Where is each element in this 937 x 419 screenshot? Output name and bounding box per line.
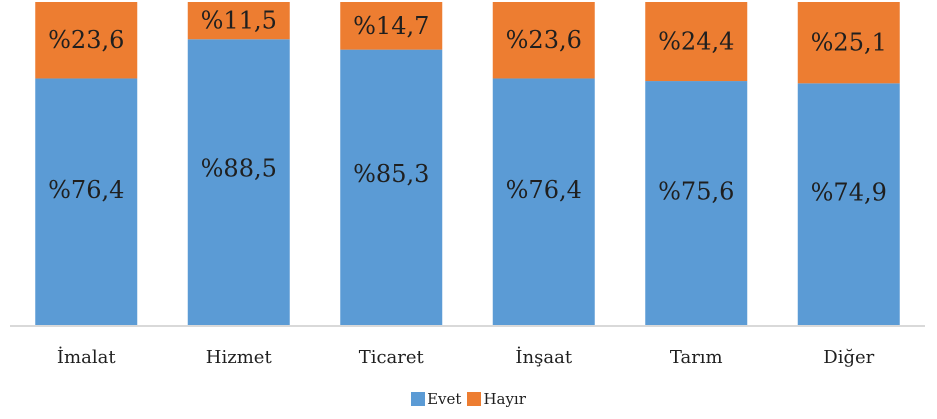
bar-evet-insaat [492, 78, 595, 327]
bar-evet-imalat [35, 78, 138, 327]
data-label-hayir-ticaret: %14,7 [353, 12, 429, 40]
legend-swatch-hayir [467, 392, 482, 406]
bar-evet-diger [797, 83, 900, 326]
data-label-evet-hizmet: %88,5 [201, 154, 277, 182]
bar-evet-ticaret [340, 49, 443, 327]
data-label-hayir-diger: %25,1 [811, 29, 887, 57]
data-label-evet-imalat: %76,4 [48, 176, 124, 204]
legend-label-evet: Evet [427, 390, 462, 408]
data-label-hayir-hizmet: %11,5 [201, 7, 277, 35]
bar-hayir-diger [797, 2, 900, 84]
category-label-hizmet: Hizmet [206, 347, 273, 368]
data-label-hayir-insaat: %23,6 [506, 26, 582, 54]
category-label-insaat: İnşaat [515, 345, 572, 368]
data-label-hayir-tarim: %24,4 [658, 28, 734, 56]
bars-group [35, 2, 900, 327]
category-label-ticaret: Ticaret [359, 347, 425, 368]
legend-label-hayir: Hayır [483, 390, 526, 408]
labels-group: %76,4 %23,6 İmalat %88,5 %11,5 Hizmet %85,3 %14… [48, 7, 887, 368]
category-label-tarim: Tarım [670, 347, 723, 368]
data-label-evet-tarim: %75,6 [658, 177, 734, 205]
legend-item-evet: Evet [411, 390, 461, 408]
data-label-evet-insaat: %76,4 [506, 176, 582, 204]
bar-hayir-hizmet [187, 2, 290, 40]
bar-evet-hizmet [187, 39, 290, 326]
bar-evet-tarim [645, 81, 748, 326]
legend-swatch-evet [411, 392, 426, 406]
legend: Evet Hayır [0, 390, 937, 408]
category-label-diger: Diğer [823, 347, 874, 368]
data-label-hayir-imalat: %23,6 [48, 26, 124, 54]
data-label-evet-diger: %74,9 [811, 179, 887, 207]
bar-hayir-tarim [645, 2, 748, 82]
category-label-imalat: İmalat [57, 345, 116, 368]
bar-hayir-insaat [492, 2, 595, 79]
bar-hayir-imalat [35, 2, 138, 79]
legend-item-hayir: Hayır [467, 390, 526, 408]
bar-hayir-ticaret [340, 2, 443, 50]
data-label-evet-ticaret: %85,3 [353, 160, 429, 188]
